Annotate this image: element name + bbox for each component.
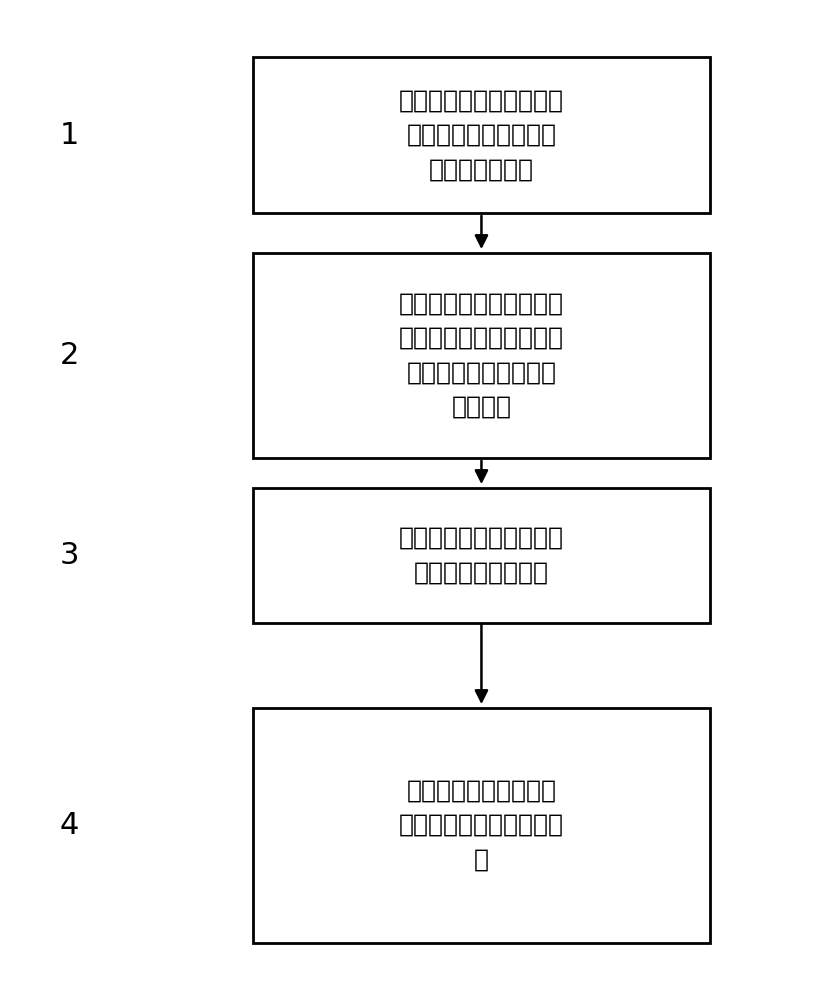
Text: 4: 4 <box>60 810 79 840</box>
Text: 读取点截面数据库，求解
系统的中子通量分布，将
全部点截面归并为细群
多群截面: 读取点截面数据库，求解 系统的中子通量分布，将 全部点截面归并为细群 多群截面 <box>399 291 564 419</box>
Text: 2: 2 <box>60 340 79 369</box>
Text: 计算弹性散射矩阵，并得
到系统的总散射矩阵: 计算弹性散射矩阵，并得 到系统的总散射矩阵 <box>399 526 564 584</box>
Bar <box>253 488 710 622</box>
Text: 读取多群数据库，计算各
核素的稀释截面及宏观
非弹性散射矩阵: 读取多群数据库，计算各 核素的稀释截面及宏观 非弹性散射矩阵 <box>399 89 564 181</box>
Bar <box>253 57 710 213</box>
Text: 1: 1 <box>60 120 79 149</box>
Text: 进行细群多群输运方程
求解，截面归并为少群截
面: 进行细群多群输运方程 求解，截面归并为少群截 面 <box>399 779 564 871</box>
Text: 3: 3 <box>60 540 79 570</box>
Bar <box>253 252 710 458</box>
Bar <box>253 708 710 942</box>
